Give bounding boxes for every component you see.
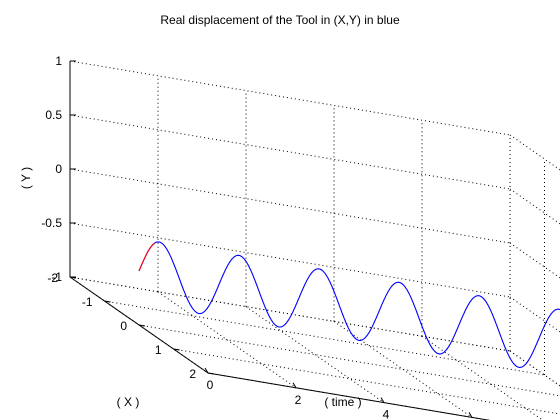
y-tick-label: 0 xyxy=(120,319,127,333)
x-tick xyxy=(380,397,385,403)
grid-line xyxy=(157,291,297,389)
x-tick-label: 0 xyxy=(207,378,214,392)
x-tick-label: 2 xyxy=(295,393,302,407)
y-tick-label: 2 xyxy=(189,367,196,381)
y-tick-label: -1 xyxy=(82,295,93,309)
chart-title: Real displacement of the Tool in (X,Y) i… xyxy=(160,13,400,27)
y-tick xyxy=(104,300,111,303)
x-tick xyxy=(468,412,473,418)
z-tick-label: -0.5 xyxy=(41,216,62,230)
y-tick xyxy=(138,324,146,327)
grid-line xyxy=(509,242,560,279)
grid-line xyxy=(509,350,560,387)
y-tick xyxy=(69,276,77,279)
data-series xyxy=(138,241,560,368)
y-tick xyxy=(207,372,215,375)
y-tick xyxy=(173,348,180,351)
z-axis-label: ( Y ) xyxy=(19,167,33,189)
grid-line xyxy=(509,188,560,225)
z-tick-label: 1 xyxy=(55,54,62,68)
y-axis-label: ( X ) xyxy=(117,395,140,409)
z-tick-label: -1 xyxy=(51,270,62,284)
x-tick xyxy=(204,367,209,374)
x-axis-label: ( time ) xyxy=(324,395,361,409)
grid-line xyxy=(509,134,560,171)
tick-labels: -1-0.500.51-2-10120246810 xyxy=(41,54,473,420)
x-axis xyxy=(207,372,491,420)
x-tick-label: 4 xyxy=(383,408,390,420)
series-line-2 xyxy=(138,242,155,272)
y-tick-label: 1 xyxy=(155,343,162,357)
z-tick-label: 0 xyxy=(55,162,62,176)
grid-line xyxy=(509,296,560,333)
grid-line xyxy=(245,306,385,404)
grid-line xyxy=(333,320,473,418)
y-tick-label: -2 xyxy=(47,271,58,285)
x-tick xyxy=(292,382,297,389)
z-tick-label: 0.5 xyxy=(45,108,62,122)
series-line-1 xyxy=(138,241,560,368)
